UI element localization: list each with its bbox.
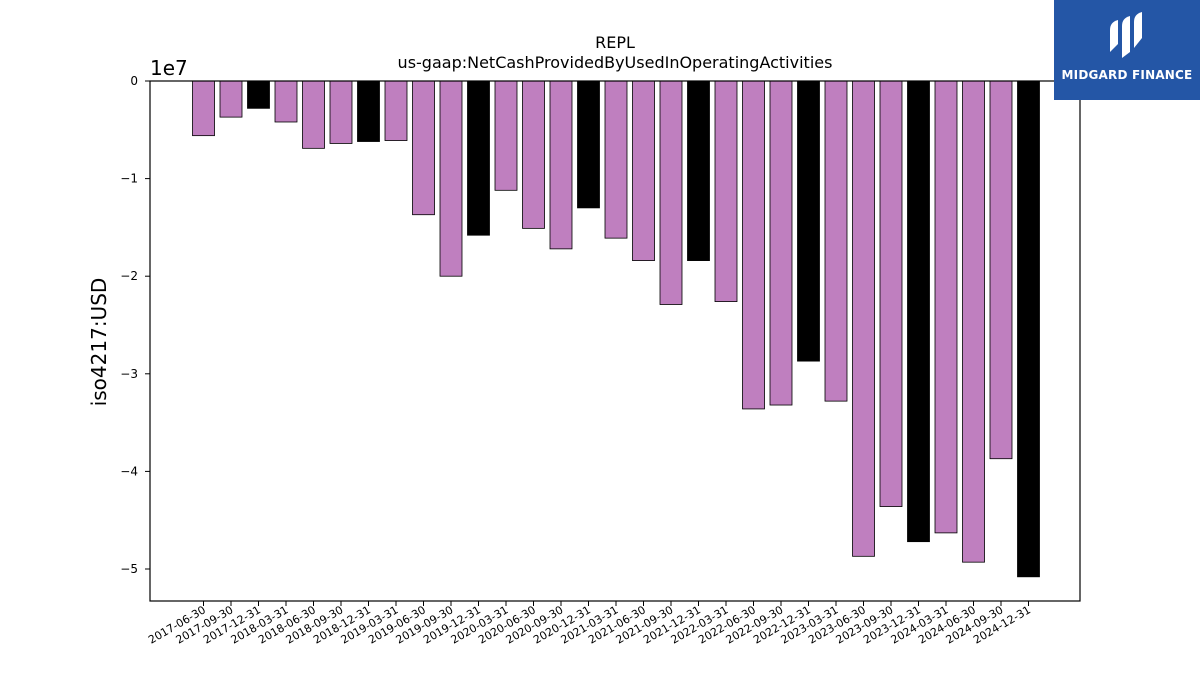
bar-2020-06-30 [522, 80, 545, 229]
bar-2020-03-31 [494, 80, 518, 191]
bar-2024-06-30 [962, 80, 985, 563]
bar-2024-03-31 [934, 80, 958, 534]
bar-2018-06-30 [302, 80, 325, 149]
bar-2024-09-30 [989, 80, 1013, 460]
y-axis-label: iso4217:USD [87, 278, 111, 407]
bar-2018-03-31 [274, 80, 298, 123]
y-tick-label: −2 [120, 269, 138, 283]
bar-2021-06-30 [632, 80, 655, 261]
bar-2020-12-31 [577, 80, 600, 209]
bar-2019-09-30 [439, 80, 463, 277]
bar-2019-03-31 [384, 80, 408, 141]
company-logo: MIDGARD FINANCE [1054, 0, 1200, 100]
bar-2019-12-31 [467, 80, 490, 236]
bar-2024-12-31 [1017, 80, 1040, 578]
x-ticks-group: 2017-06-302017-09-302017-12-312018-03-31… [146, 601, 1033, 647]
bar-2023-12-31 [907, 80, 930, 543]
bar-2017-09-30 [219, 80, 243, 118]
y-tick-label: −3 [120, 367, 138, 381]
bar-2022-06-30 [742, 80, 765, 410]
bar-2023-06-30 [852, 80, 875, 557]
bar-2020-09-30 [549, 80, 573, 250]
bar-2021-12-31 [687, 80, 710, 261]
bar-2022-09-30 [769, 80, 793, 406]
y-ticks-group: 0 −1 −2 −3 −4 −5 [120, 74, 150, 576]
y-tick-label: 0 [130, 74, 138, 88]
bar-2018-12-31 [357, 80, 380, 142]
bar-2021-09-30 [659, 80, 683, 305]
y-tick-label: −4 [120, 464, 138, 478]
chart-subtitle: us-gaap:NetCashProvidedByUsedInOperating… [398, 53, 833, 72]
bar-2017-12-31 [247, 80, 270, 109]
bars-group [192, 80, 1040, 578]
bar-2022-12-31 [797, 80, 820, 362]
bar-2017-06-30 [192, 80, 215, 137]
y-tick-label: −5 [120, 562, 138, 576]
y-tick-label: −1 [120, 172, 138, 186]
bar-2018-09-30 [329, 80, 353, 144]
bar-2023-03-31 [824, 80, 848, 402]
bar-2019-06-30 [412, 80, 435, 216]
plot-frame [149, 80, 1081, 602]
y-scale-label: 1e7 [150, 56, 188, 80]
bar-2021-03-31 [604, 80, 628, 239]
logo-mark-icon [1110, 12, 1142, 58]
logo-text: MIDGARD FINANCE [1061, 68, 1193, 82]
bar-2023-09-30 [879, 80, 903, 507]
bar-2022-03-31 [714, 80, 738, 302]
chart-title: REPL [595, 33, 635, 52]
